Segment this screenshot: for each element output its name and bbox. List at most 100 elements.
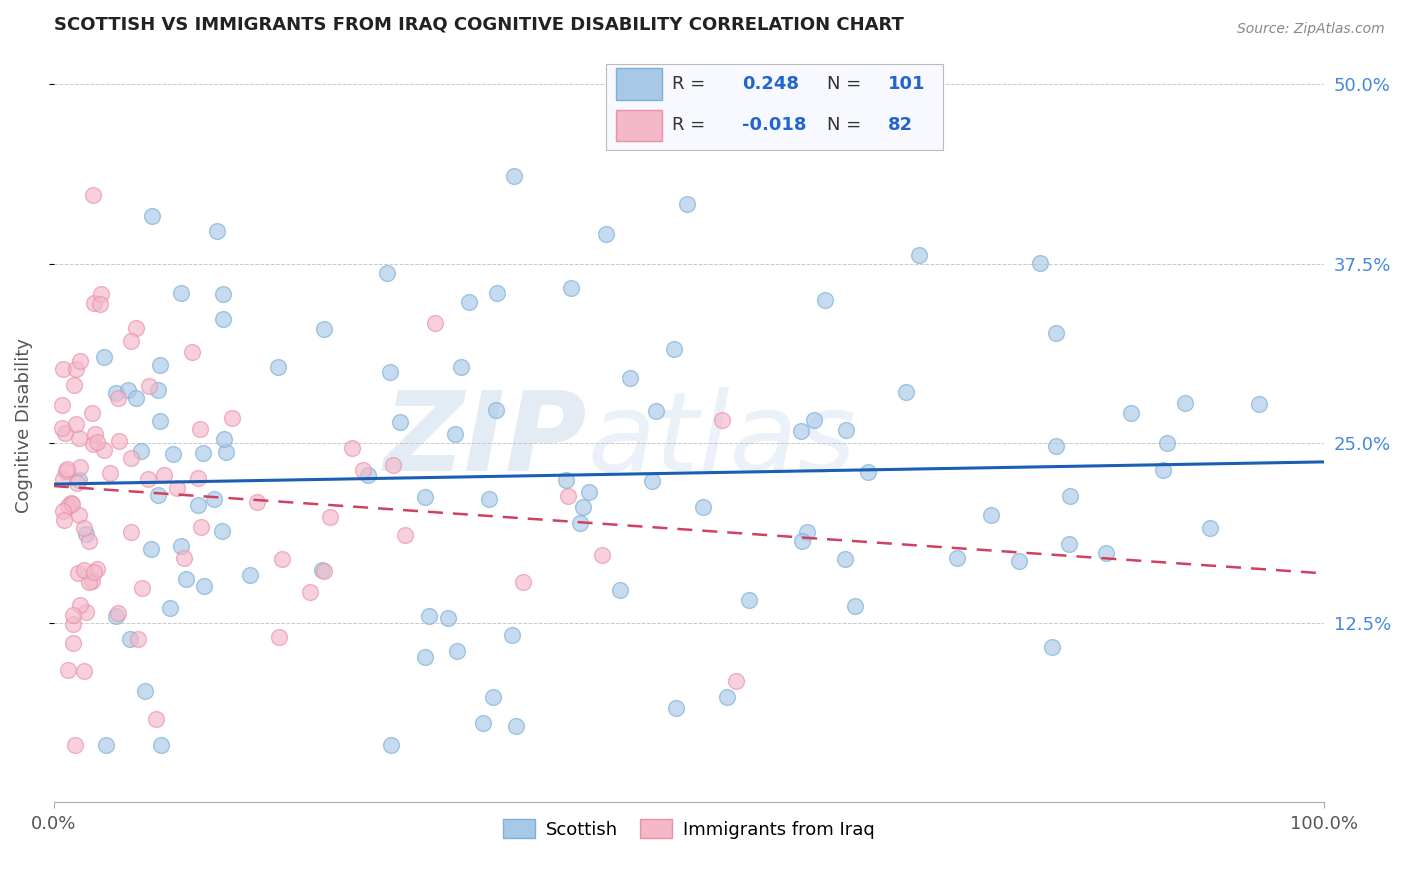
Point: [1094, 546, 1116, 560]
Point: [1059, 537, 1081, 551]
Point: [93, 443, 115, 458]
Point: [502, 169, 524, 183]
Point: [107, 391, 129, 405]
Point: [1059, 490, 1081, 504]
Point: [66, 475, 89, 490]
Point: [149, 414, 172, 428]
Point: [716, 690, 738, 704]
Point: [211, 312, 233, 326]
Point: [129, 443, 152, 458]
Point: [75, 527, 97, 541]
Point: [59, 496, 82, 510]
Point: [1121, 406, 1143, 420]
Point: [1045, 326, 1067, 340]
Text: Source: ZipAtlas.com: Source: ZipAtlas.com: [1237, 22, 1385, 37]
Point: [89, 297, 111, 311]
Point: [141, 541, 163, 556]
Point: [212, 433, 235, 447]
Point: [188, 422, 211, 436]
Point: [69, 354, 91, 368]
Point: [65, 417, 87, 431]
Y-axis label: Cognitive Disability: Cognitive Disability: [15, 338, 32, 513]
Point: [202, 491, 225, 506]
Point: [138, 379, 160, 393]
Text: -0.018: -0.018: [742, 117, 807, 135]
Point: [55, 464, 77, 478]
Point: [73, 563, 96, 577]
Point: [271, 552, 294, 566]
Point: [187, 471, 209, 485]
Point: [82, 437, 104, 451]
Point: [1174, 396, 1197, 410]
Point: [1045, 439, 1067, 453]
Point: [162, 447, 184, 461]
Point: [53, 513, 76, 527]
Point: [676, 197, 699, 211]
Point: [86, 561, 108, 575]
Point: [298, 584, 321, 599]
Point: [80, 574, 103, 588]
Point: [418, 609, 440, 624]
Point: [481, 690, 503, 705]
Point: [342, 441, 364, 455]
Point: [591, 548, 613, 562]
Point: [166, 481, 188, 495]
FancyBboxPatch shape: [616, 68, 662, 100]
Point: [357, 468, 380, 483]
Point: [75, 605, 97, 619]
Point: [945, 550, 967, 565]
Point: [662, 342, 685, 356]
Point: [67, 508, 90, 523]
Point: [212, 287, 235, 301]
Point: [52, 362, 75, 376]
Point: [52, 472, 75, 486]
Point: [641, 474, 664, 488]
Point: [856, 466, 879, 480]
Point: [312, 322, 335, 336]
Point: [145, 712, 167, 726]
Point: [352, 463, 374, 477]
Point: [312, 564, 335, 578]
Point: [187, 499, 209, 513]
Point: [141, 209, 163, 223]
Point: [134, 684, 156, 698]
Point: [835, 423, 858, 437]
Point: [896, 384, 918, 399]
Point: [472, 716, 495, 731]
Point: [120, 334, 142, 348]
Point: [692, 500, 714, 514]
Text: R =: R =: [672, 75, 706, 93]
Point: [381, 458, 404, 472]
Point: [644, 404, 666, 418]
Text: ZIP: ZIP: [384, 387, 588, 494]
Point: [62, 616, 84, 631]
Point: [557, 490, 579, 504]
Point: [190, 520, 212, 534]
Point: [150, 738, 173, 752]
Text: 0.248: 0.248: [742, 75, 799, 93]
Point: [153, 468, 176, 483]
Point: [443, 427, 465, 442]
Point: [131, 581, 153, 595]
Point: [665, 701, 688, 715]
Point: [67, 473, 90, 487]
Point: [458, 295, 481, 310]
Point: [73, 521, 96, 535]
Point: [211, 524, 233, 538]
Point: [319, 509, 342, 524]
Point: [413, 490, 436, 504]
Point: [505, 718, 527, 732]
Point: [1008, 554, 1031, 568]
Point: [423, 317, 446, 331]
Point: [792, 534, 814, 549]
Point: [148, 383, 170, 397]
Point: [394, 528, 416, 542]
Point: [980, 508, 1002, 522]
Point: [1152, 463, 1174, 477]
Point: [65, 361, 87, 376]
Point: [803, 413, 825, 427]
Point: [120, 451, 142, 466]
Point: [375, 266, 398, 280]
Point: [1247, 397, 1270, 411]
Point: [67, 431, 90, 445]
